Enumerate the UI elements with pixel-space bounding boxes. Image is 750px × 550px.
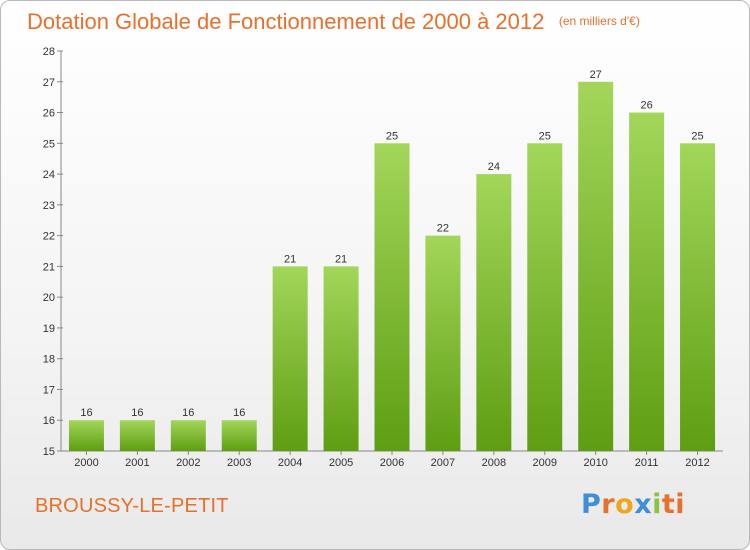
x-tick-label: 2008 xyxy=(482,457,506,469)
axes: 15 16 17 18 19 20 21 22 23 24 25 26 27 28 2000 2001 2002… xyxy=(43,46,723,469)
logo-letter: P xyxy=(581,489,602,520)
title-row: Dotation Globale de Fonctionnement de 20… xyxy=(27,9,640,35)
data-label: 16 xyxy=(131,407,143,419)
logo-letter: o xyxy=(615,489,635,520)
data-label: 25 xyxy=(539,130,551,142)
x-tick-label: 2009 xyxy=(533,457,557,469)
bar xyxy=(221,420,257,451)
bar xyxy=(680,143,716,452)
x-tick-label: 2011 xyxy=(635,457,659,469)
data-label: 21 xyxy=(284,253,296,265)
bar xyxy=(425,235,461,451)
data-label: 22 xyxy=(437,223,449,235)
x-tick-label: 2010 xyxy=(583,457,607,469)
logo-letter: x xyxy=(634,489,653,520)
data-label: 16 xyxy=(233,407,245,419)
bar xyxy=(272,266,308,451)
y-tick-label: 24 xyxy=(43,169,55,181)
y-tick-label: 22 xyxy=(43,231,55,243)
data-label: 25 xyxy=(691,130,703,142)
chart-subtitle: (en milliers d'€) xyxy=(558,14,640,28)
y-tick-label: 17 xyxy=(43,384,55,396)
x-tick-label: 2007 xyxy=(431,457,455,469)
value-labels: 16 16 16 16 21 21 25 22 24 25 27 26 25 xyxy=(80,69,703,419)
data-label: 25 xyxy=(386,130,398,142)
x-tick-label: 2001 xyxy=(125,457,149,469)
bar xyxy=(476,174,512,452)
y-tick-label: 26 xyxy=(43,108,55,120)
data-label: 16 xyxy=(80,407,92,419)
data-label: 24 xyxy=(488,161,500,173)
data-label: 16 xyxy=(182,407,194,419)
commune-name: BROUSSY-LE-PETIT xyxy=(35,495,229,517)
y-tick-label: 16 xyxy=(43,415,55,427)
x-tick-label: 2012 xyxy=(685,457,709,469)
proxiti-logo: Proxiti xyxy=(581,489,685,520)
bars xyxy=(68,81,716,452)
y-tick-label: 28 xyxy=(43,46,55,58)
bar xyxy=(68,420,104,451)
y-tick-label: 27 xyxy=(43,77,55,89)
logo-letter: r xyxy=(601,489,616,520)
y-tick-label: 15 xyxy=(43,446,55,458)
x-tick-label: 2006 xyxy=(380,457,404,469)
data-label: 26 xyxy=(640,100,652,112)
bar xyxy=(527,143,563,452)
x-tick-label: 2000 xyxy=(74,457,98,469)
x-tick-label: 2003 xyxy=(227,457,251,469)
y-tick-label: 19 xyxy=(43,323,55,335)
data-label: 27 xyxy=(590,69,602,81)
x-tick-label: 2005 xyxy=(329,457,353,469)
logo-letter: i xyxy=(652,489,662,520)
logo-letter: ti xyxy=(661,489,686,520)
y-tick-label: 21 xyxy=(43,261,55,273)
y-tick-label: 23 xyxy=(43,200,55,212)
bar xyxy=(578,81,614,452)
y-tick-label: 20 xyxy=(43,292,55,304)
x-tick-label: 2004 xyxy=(278,457,302,469)
bar xyxy=(374,143,410,452)
x-tick-label: 2002 xyxy=(176,457,200,469)
y-tick-label: 18 xyxy=(43,354,55,366)
y-tick-label: 25 xyxy=(43,138,55,150)
bar xyxy=(323,266,359,451)
data-label: 21 xyxy=(335,253,347,265)
chart-title: Dotation Globale de Fonctionnement de 20… xyxy=(27,9,545,34)
bar xyxy=(629,112,665,452)
bar xyxy=(119,420,155,451)
bar xyxy=(170,420,206,451)
